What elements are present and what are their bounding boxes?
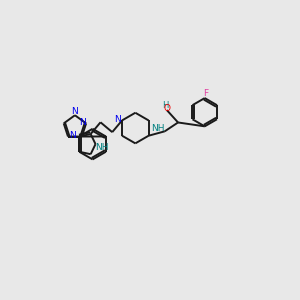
Text: O: O bbox=[164, 104, 171, 113]
Text: F: F bbox=[204, 89, 209, 98]
Text: NH: NH bbox=[151, 124, 164, 133]
Text: N: N bbox=[79, 118, 86, 127]
Text: NH: NH bbox=[95, 142, 109, 152]
Text: N: N bbox=[71, 106, 78, 116]
Text: N: N bbox=[69, 131, 76, 140]
Text: N: N bbox=[115, 115, 121, 124]
Text: H: H bbox=[163, 101, 169, 110]
